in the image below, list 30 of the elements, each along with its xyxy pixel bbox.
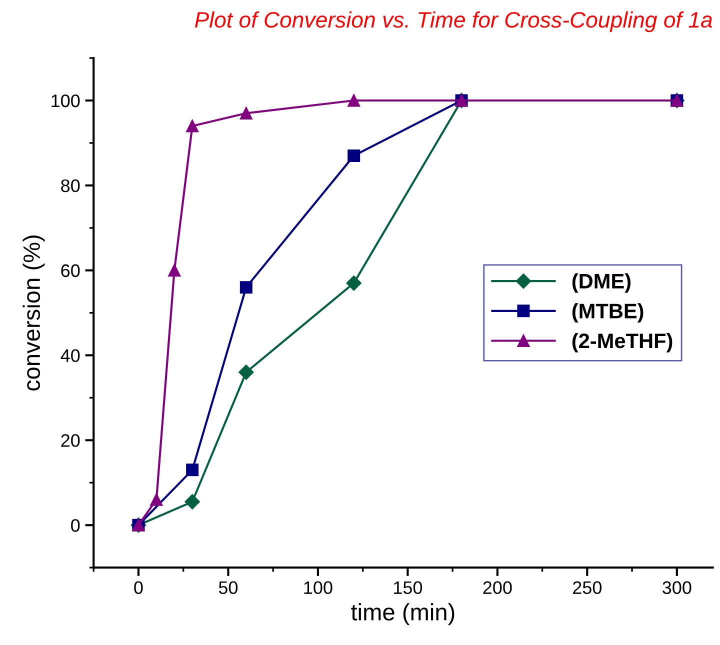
point <box>240 281 252 294</box>
y-tick-label: 100 <box>52 94 80 108</box>
x-axis-title: time (min) <box>351 603 454 626</box>
y-tick-label: 40 <box>60 349 80 362</box>
legend-label: (2-MeTHF) <box>572 332 672 352</box>
point <box>348 94 360 107</box>
x-tick-label: 0 <box>134 581 143 594</box>
point <box>184 494 200 510</box>
point <box>186 120 199 132</box>
point <box>186 464 199 476</box>
y-tick-label: 60 <box>61 264 80 278</box>
x-tick-label: 100 <box>304 581 332 594</box>
chart-title: Plot of Conversion vs. Time for Cross-Coupling of 1a <box>194 11 712 32</box>
x-tick-label: 300 <box>662 581 692 594</box>
x-tick-label: 200 <box>483 581 512 594</box>
y-tick-label: 0 <box>71 519 80 532</box>
point <box>240 107 252 120</box>
y-tick-label: 80 <box>61 179 80 192</box>
x-tick-label: 50 <box>218 581 238 594</box>
point <box>168 264 181 277</box>
x-tick-label: 250 <box>573 581 602 594</box>
y-axis-title: conversion (%) <box>22 236 45 391</box>
point <box>346 276 362 291</box>
x-tick-label: 150 <box>394 581 422 594</box>
y-tick-label: 20 <box>61 434 80 447</box>
point <box>238 364 254 380</box>
point <box>348 149 360 162</box>
point <box>150 493 163 506</box>
legend-label: (MTBE) <box>572 303 644 323</box>
legend-label: (DME) <box>572 273 631 293</box>
